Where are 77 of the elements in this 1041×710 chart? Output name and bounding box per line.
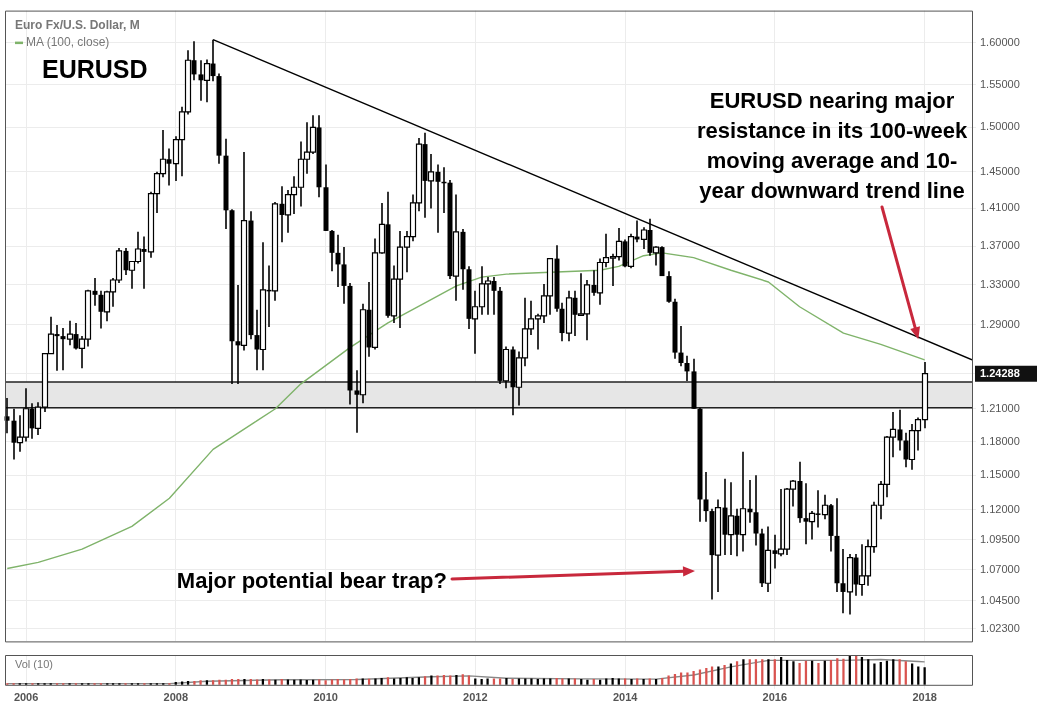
chart-title: Vol (10) xyxy=(15,658,53,671)
bar xyxy=(742,659,745,685)
y-tick-label: 1.12000 xyxy=(980,502,1020,515)
bar xyxy=(842,658,845,685)
bar xyxy=(411,677,414,685)
bar xyxy=(686,672,689,685)
candlestick xyxy=(897,409,903,452)
y-tick-label: 1.18000 xyxy=(980,434,1020,447)
candlestick xyxy=(678,325,684,367)
bar xyxy=(817,663,820,685)
bar xyxy=(505,677,508,685)
bar xyxy=(299,679,302,685)
candlestick xyxy=(92,277,98,307)
bar xyxy=(274,679,277,685)
bar xyxy=(530,678,533,685)
y-tick-label: 1.15000 xyxy=(980,468,1020,481)
bar xyxy=(193,680,196,685)
candlestick xyxy=(341,246,347,305)
bar xyxy=(873,663,876,685)
y-tick-label: 1.60000 xyxy=(980,35,1020,48)
bar xyxy=(630,679,633,685)
bar xyxy=(723,665,726,685)
bar xyxy=(511,679,514,685)
bar xyxy=(798,663,801,685)
y-tick-label: 1.04500 xyxy=(980,593,1020,606)
x-tick-label: 2006 xyxy=(13,691,39,704)
bar xyxy=(199,680,202,685)
x-tick-label: 2014 xyxy=(612,691,639,704)
y-tick-label: 1.33000 xyxy=(980,277,1020,290)
x-tick-label: 2018 xyxy=(912,691,937,704)
candlestick xyxy=(435,163,441,234)
bar xyxy=(642,679,645,685)
bar xyxy=(561,678,564,685)
y-tick-label: 1.07000 xyxy=(980,562,1020,575)
bar xyxy=(486,678,489,685)
annotation: Major potential bear trap? xyxy=(176,568,447,593)
y-tick-label: 1.41000 xyxy=(980,201,1020,214)
bar xyxy=(436,675,439,685)
candlestick xyxy=(753,474,759,547)
bar xyxy=(243,679,246,685)
candlestick xyxy=(684,354,690,382)
annotation: EURUSD xyxy=(42,54,148,83)
x-tick-label: 2008 xyxy=(163,691,189,704)
bar xyxy=(380,677,383,685)
candlestick xyxy=(329,229,335,273)
y-tick-label: 1.02300 xyxy=(980,621,1020,634)
bar xyxy=(399,677,402,685)
x-tick-label: 2012 xyxy=(463,691,488,704)
bar xyxy=(767,659,770,685)
bar xyxy=(717,666,720,685)
bar xyxy=(667,675,670,685)
candlestick xyxy=(4,397,10,435)
x-tick-label: 2010 xyxy=(313,691,338,704)
x-tick-label: 2016 xyxy=(762,691,788,704)
legend-label: MA (100, close) xyxy=(26,34,110,49)
candlestick xyxy=(703,471,709,523)
bar xyxy=(374,678,377,685)
candlestick xyxy=(335,233,341,288)
bar xyxy=(586,679,589,685)
bar xyxy=(430,675,433,685)
bar xyxy=(792,661,795,685)
bar xyxy=(692,671,695,685)
y-tick-label: 1.24288 xyxy=(980,366,1020,379)
y-tick-label: 1.50000 xyxy=(980,120,1020,133)
bar xyxy=(324,680,327,685)
annotation: EURUSD nearing major resistance in its 100-week moving average and 10-year downward trend line xyxy=(696,88,968,203)
bar xyxy=(218,679,221,685)
bar xyxy=(455,674,458,685)
bar xyxy=(355,678,358,685)
y-tick-label: 1.21000 xyxy=(980,401,1020,414)
y-tick-label: 1.37000 xyxy=(980,239,1020,252)
y-tick-label: 1.29000 xyxy=(980,317,1020,330)
y-tick-label: 1.45000 xyxy=(980,164,1020,177)
y-tick-label: 1.09500 xyxy=(980,532,1020,545)
y-tick-label: 1.55000 xyxy=(980,77,1020,90)
text: Euro Fx/U.S. Dollar, M xyxy=(15,17,140,32)
bar xyxy=(611,677,614,685)
